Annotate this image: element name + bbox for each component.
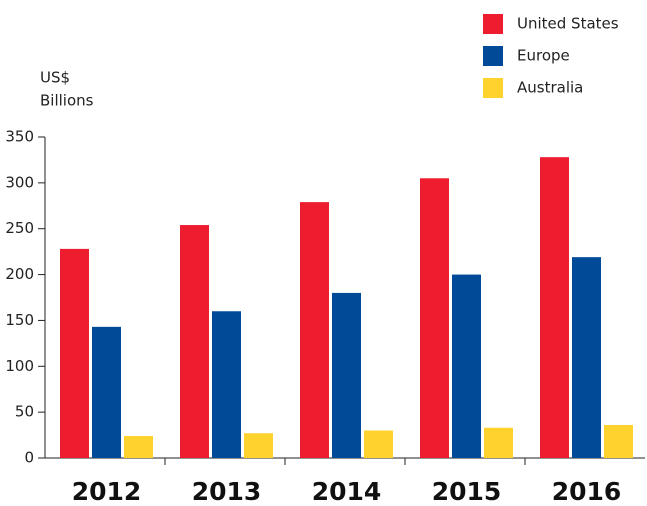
bar bbox=[420, 178, 449, 458]
bar bbox=[604, 424, 633, 458]
y-tick-label: 0 bbox=[24, 449, 34, 467]
legend-swatch bbox=[483, 78, 503, 98]
y-tick-label: 50 bbox=[15, 403, 34, 421]
bar bbox=[92, 326, 121, 458]
x-tick-label: 2014 bbox=[312, 477, 382, 506]
legend-label: Europe bbox=[517, 47, 570, 65]
legend-swatch bbox=[483, 46, 503, 66]
x-tick-label: 2013 bbox=[192, 477, 262, 506]
x-tick-label: 2012 bbox=[72, 477, 142, 506]
bar bbox=[452, 274, 481, 458]
x-tick-label: 2015 bbox=[432, 477, 502, 506]
bar bbox=[332, 292, 361, 458]
y-axis-label: Billions bbox=[40, 92, 94, 110]
y-tick-label: 100 bbox=[5, 357, 34, 375]
bar bbox=[540, 157, 569, 459]
bar bbox=[364, 430, 393, 458]
legend-swatch bbox=[483, 14, 503, 34]
y-tick-label: 150 bbox=[5, 311, 34, 329]
legend-label: Australia bbox=[517, 79, 583, 97]
bar bbox=[60, 248, 89, 458]
bar bbox=[244, 433, 273, 458]
y-tick-label: 200 bbox=[5, 265, 34, 283]
y-tick-label: 250 bbox=[5, 219, 34, 237]
y-tick-label: 350 bbox=[5, 128, 34, 146]
bar bbox=[484, 427, 513, 458]
bar bbox=[180, 225, 209, 458]
x-tick-label: 2016 bbox=[552, 477, 622, 506]
bar bbox=[124, 435, 153, 458]
y-tick-label: 300 bbox=[5, 173, 34, 191]
bar bbox=[300, 202, 329, 458]
legend-label: United States bbox=[517, 15, 619, 33]
y-axis-label: US$ bbox=[40, 69, 70, 87]
bar bbox=[572, 257, 601, 458]
bar bbox=[212, 311, 241, 458]
